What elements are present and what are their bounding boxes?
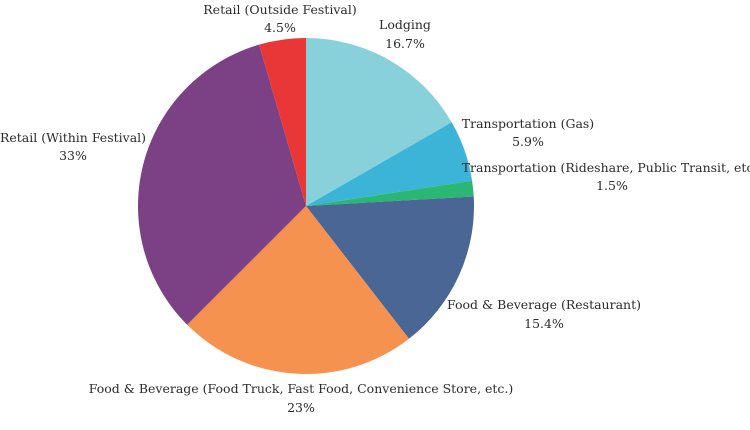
- slice-label-retail-within-festival: Retail (Within Festival): [0, 130, 146, 145]
- pie-slice-transportation-gas: [306, 122, 473, 206]
- labels-layer: Lodging 16.7% Transportation (Gas) 5.9% Tran…: [0, 2, 750, 415]
- pie-slice-transportation-rideshare-public-transit-etc: [306, 180, 474, 206]
- pie-slice-food-beverage-food-truck-fast-food-convenience-store-etc: [187, 206, 409, 374]
- slice-value-retail-within-festival: 33%: [59, 148, 87, 163]
- slice-label-transportation-gas: Transportation (Gas): [462, 116, 594, 131]
- slice-label-transportation-rideshare-public-transit-etc: Transportation (Rideshare, Public Transi…: [462, 160, 750, 175]
- slice-value-retail-outside-festival: 4.5%: [264, 20, 296, 35]
- slice-label-lodging: Lodging: [379, 17, 431, 32]
- pie-slice-lodging: [306, 38, 452, 206]
- pie-slice-retail-within-festival: [138, 44, 306, 325]
- slice-value-food-beverage-food-truck-fast-food-convenience-store-etc: 23%: [287, 400, 315, 415]
- slice-label-retail-outside-festival: Retail (Outside Festival): [203, 2, 356, 17]
- slice-value-transportation-gas: 5.9%: [512, 134, 544, 149]
- slice-value-transportation-rideshare-public-transit-etc: 1.5%: [596, 178, 628, 193]
- slice-value-food-beverage-restaurant: 15.4%: [524, 316, 564, 331]
- slice-label-food-beverage-restaurant: Food & Beverage (Restaurant): [447, 297, 641, 312]
- pie-slice-retail-outside-festival: [259, 38, 306, 206]
- slices-layer: [138, 38, 474, 374]
- slice-value-lodging: 16.7%: [385, 36, 425, 51]
- pie-slice-food-beverage-restaurant: [306, 196, 474, 339]
- slice-label-food-beverage-food-truck-fast-food-convenience-store-etc: Food & Beverage (Food Truck, Fast Food, …: [89, 381, 514, 396]
